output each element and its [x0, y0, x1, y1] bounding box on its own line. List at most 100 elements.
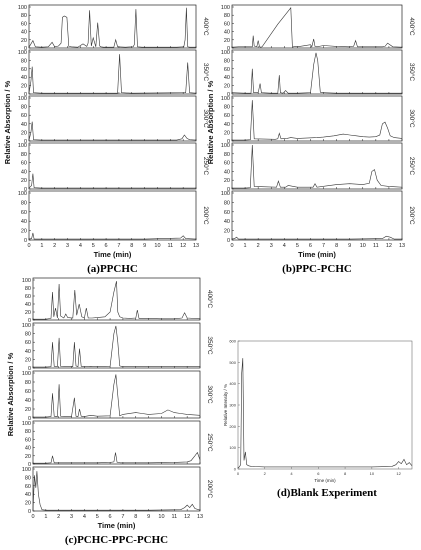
x-tick-label: 13	[197, 514, 203, 520]
y-axis-label: Relative Absorption / %	[6, 352, 15, 436]
panel-frame	[32, 466, 201, 512]
y-axis-label: Relative Absorption / %	[3, 80, 12, 164]
y-tick-label: 0	[28, 416, 31, 422]
panel-frame	[32, 370, 201, 419]
panel-c-1: 0 20 40 60 80 100 350°C	[22, 322, 214, 372]
panel-b-0: 0 20 40 60 80 100 400°C	[221, 4, 416, 52]
x-tick-label: 0	[230, 243, 233, 249]
y-tick-label: 100	[18, 96, 27, 102]
y-tick-label: 20	[21, 229, 27, 235]
y-tick-label: 60	[25, 294, 31, 300]
x-tick-label: 5	[96, 514, 99, 520]
temperature-label: 250°C	[408, 157, 416, 175]
panel-frame	[231, 4, 403, 49]
y-tick-label: 40	[25, 349, 31, 355]
series-line-350°C	[33, 325, 200, 368]
y-tick-label: 80	[25, 332, 31, 338]
series-line-250°C	[232, 144, 403, 189]
y-tick-label: 100	[18, 50, 27, 56]
temperature-label: 200°C	[202, 206, 210, 224]
x-tick-label: 6	[309, 243, 312, 249]
y-tick-label: 20	[224, 178, 230, 184]
panel-frame	[28, 49, 197, 95]
x-tick-label: 9	[147, 514, 150, 520]
y-tick-label: 100	[229, 445, 236, 450]
y-tick-label: 20	[224, 38, 230, 44]
x-tick-label: 3	[270, 243, 273, 249]
y-tick-label: 40	[21, 169, 27, 175]
y-tick-label: 20	[25, 310, 31, 316]
series-line-400°C	[231, 6, 403, 48]
x-tick-label: 10	[158, 514, 164, 520]
y-tick-label: 20	[25, 501, 31, 507]
y-tick-label: 0	[227, 92, 230, 98]
y-tick-label: 40	[21, 122, 27, 128]
x-tick-label: 3	[66, 243, 69, 249]
y-tick-label: 100	[22, 467, 31, 473]
temperature-label: 200°C	[408, 206, 416, 224]
series-line-200°C	[32, 471, 201, 511]
y-tick-label: 60	[224, 67, 230, 73]
y-tick-label: 40	[21, 75, 27, 81]
y-tick-label: 0	[234, 467, 237, 472]
y-tick-label: 40	[224, 30, 230, 36]
series-line-300°C	[232, 100, 403, 141]
series-line-400°C	[28, 7, 196, 48]
y-tick-label: 20	[25, 454, 31, 460]
x-tick-label: 2	[57, 514, 60, 520]
temperature-label: 200°C	[206, 480, 214, 498]
x-tick-label: 1	[44, 514, 47, 520]
y-tick-label: 20	[21, 130, 27, 136]
x-tick-label: 0	[27, 243, 30, 249]
y-tick-label: 60	[21, 161, 27, 167]
x-tick-label: 9	[143, 243, 146, 249]
panel-b-1: 0 20 40 60 80 100 350°C	[221, 49, 416, 98]
x-tick-label: 4	[290, 471, 293, 476]
y-tick-label: 100	[22, 323, 31, 329]
x-tick-label: 11	[373, 243, 379, 249]
y-tick-label: 60	[21, 21, 27, 27]
y-tick-label: 40	[25, 302, 31, 308]
x-tick-label: 1	[244, 243, 247, 249]
y-tick-label: 60	[224, 161, 230, 167]
y-tick-label: 0	[28, 462, 31, 468]
series-line-350°C	[231, 52, 402, 94]
panel-c-4: 0 20 40 60 80 100 200°C	[22, 466, 214, 515]
panel-frame	[28, 190, 197, 241]
series-line-200°C	[28, 232, 197, 240]
y-tick-label: 60	[25, 484, 31, 490]
y-tick-label: 80	[21, 152, 27, 158]
temperature-label: 400°C	[206, 290, 214, 308]
x-tick-label: 10	[360, 243, 366, 249]
y-tick-label: 80	[224, 105, 230, 111]
panel-frame	[231, 49, 403, 95]
chart-b: 020406080100400°C020406080100350°C020406…	[206, 4, 416, 275]
panel-a-1: 0 20 40 60 80 100 350°C	[18, 49, 210, 98]
x-tick-label: 2	[264, 471, 267, 476]
y-tick-label: 500	[229, 360, 236, 365]
y-tick-label: 100	[18, 143, 27, 149]
y-tick-label: 60	[21, 113, 27, 119]
temperature-label: 250°C	[202, 157, 210, 175]
x-tick-label: 4	[79, 243, 82, 249]
y-tick-label: 0	[227, 139, 230, 145]
panel-frame	[32, 420, 201, 465]
panel-a-0: 0 20 40 60 80 100 400°C	[18, 4, 210, 52]
y-tick-label: 100	[221, 143, 230, 149]
series-line-250°C	[33, 451, 201, 464]
y-tick-label: 100	[22, 371, 31, 377]
x-tick-label: 12	[180, 243, 186, 249]
x-tick-label: 13	[193, 243, 199, 249]
x-tick-label: 12	[386, 243, 392, 249]
y-tick-label: 80	[21, 105, 27, 111]
y-tick-label: 40	[21, 30, 27, 36]
y-tick-label: 0	[24, 92, 27, 98]
y-tick-label: 100	[22, 421, 31, 427]
panel-frame	[28, 95, 197, 142]
x-tick-label: 12	[184, 514, 190, 520]
x-tick-label: 5	[92, 243, 95, 249]
temperature-label: 300°C	[206, 385, 214, 403]
x-tick-label: 6	[109, 514, 112, 520]
y-tick-label: 80	[224, 13, 230, 19]
y-tick-label: 100	[18, 191, 27, 197]
